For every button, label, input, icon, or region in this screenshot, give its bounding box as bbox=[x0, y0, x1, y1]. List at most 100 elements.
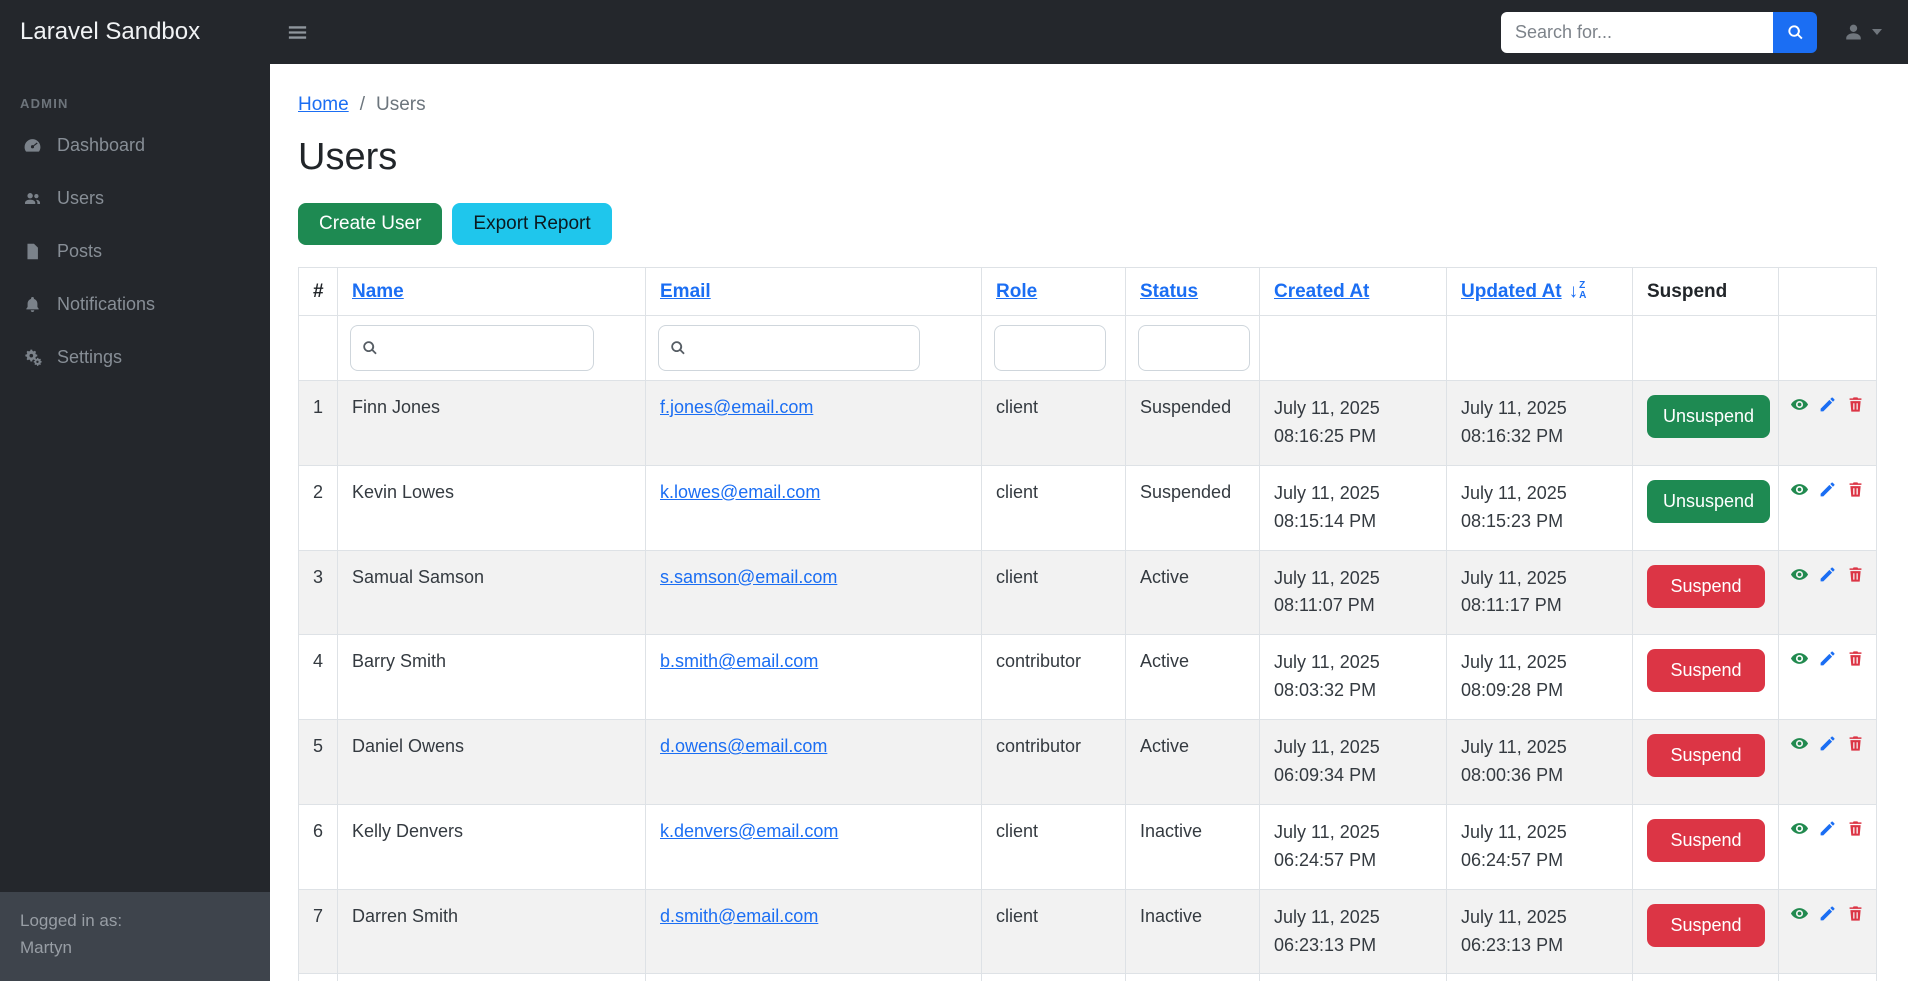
created-date: July 11, 2025 bbox=[1274, 482, 1380, 503]
cell-suspend: Unsuspend bbox=[1632, 464, 1779, 551]
email-filter-input[interactable] bbox=[658, 325, 920, 371]
suspend-button[interactable]: Suspend bbox=[1647, 734, 1765, 778]
edit-icon[interactable] bbox=[1818, 480, 1837, 499]
email-link[interactable]: b.smith@email.com bbox=[660, 651, 819, 672]
suspend-button[interactable]: Suspend bbox=[1647, 649, 1765, 693]
search-icon bbox=[361, 339, 379, 357]
sidebar-item-label: Settings bbox=[57, 347, 123, 367]
sidebar-item-users[interactable]: Users bbox=[0, 172, 270, 225]
sort-link-name[interactable]: Name bbox=[352, 280, 404, 302]
sidebar-item-settings[interactable]: Settings bbox=[0, 331, 270, 384]
view-icon[interactable] bbox=[1790, 395, 1809, 414]
create-user-button[interactable]: Create User bbox=[298, 203, 443, 245]
cell-name: Darren Smith bbox=[337, 888, 646, 975]
view-icon[interactable] bbox=[1790, 819, 1809, 838]
delete-icon[interactable] bbox=[1846, 734, 1865, 753]
edit-icon[interactable] bbox=[1818, 904, 1837, 923]
updated-time: 08:09:28 PM bbox=[1461, 680, 1564, 701]
hamburger-icon bbox=[286, 21, 309, 44]
name-filter-input[interactable] bbox=[350, 325, 594, 371]
cell-role: client bbox=[981, 803, 1126, 890]
topbar bbox=[270, 0, 1908, 64]
status-filter-input[interactable] bbox=[1138, 325, 1250, 371]
edit-icon[interactable] bbox=[1818, 395, 1837, 414]
cell-suspend: Suspend bbox=[1632, 634, 1779, 721]
delete-icon[interactable] bbox=[1846, 649, 1865, 668]
updated-date: July 11, 2025 bbox=[1461, 737, 1567, 758]
table-filter-row bbox=[298, 315, 1877, 381]
role-filter-input[interactable] bbox=[994, 325, 1106, 371]
delete-icon[interactable] bbox=[1846, 904, 1865, 923]
filter-cell-name bbox=[337, 315, 646, 381]
row-actions bbox=[1790, 480, 1865, 499]
view-icon[interactable] bbox=[1790, 734, 1809, 753]
cell-status: Active bbox=[1125, 549, 1260, 636]
name-filter bbox=[350, 325, 594, 371]
cell-name: Daniel Owens bbox=[337, 719, 646, 805]
table-header-row: # Name Email Role Status Created At Updated At… bbox=[298, 267, 1877, 316]
view-icon[interactable] bbox=[1790, 649, 1809, 668]
edit-icon[interactable] bbox=[1818, 819, 1837, 838]
email-link[interactable]: d.owens@email.com bbox=[660, 736, 828, 757]
user-menu[interactable] bbox=[1843, 22, 1882, 43]
brand-link[interactable]: Laravel Sandbox bbox=[20, 18, 201, 45]
export-report-button[interactable]: Export Report bbox=[452, 203, 612, 245]
email-link[interactable]: k.lowes@email.com bbox=[660, 481, 821, 502]
sort-link-created_at[interactable]: Created At bbox=[1274, 280, 1370, 302]
sort-link-updated_at[interactable]: Updated At bbox=[1461, 280, 1562, 302]
email-link[interactable]: d.smith@email.com bbox=[660, 905, 819, 926]
email-link[interactable]: f.jones@email.com bbox=[660, 397, 814, 417]
updated-time: 06:23:13 PM bbox=[1461, 934, 1564, 955]
suspend-button[interactable]: Suspend bbox=[1647, 903, 1765, 947]
delete-icon[interactable] bbox=[1846, 480, 1865, 499]
view-icon[interactable] bbox=[1790, 904, 1809, 923]
breadcrumb-home-link[interactable]: Home bbox=[298, 94, 349, 115]
unsuspend-button[interactable]: Unsuspend bbox=[1647, 395, 1771, 438]
view-icon[interactable] bbox=[1790, 480, 1809, 499]
sidebar-item-posts[interactable]: Posts bbox=[0, 225, 270, 278]
cell-created-at: July 11, 2025 08:11:07 PM bbox=[1259, 549, 1447, 636]
filter-cell-email bbox=[645, 315, 982, 381]
view-icon[interactable] bbox=[1790, 565, 1809, 584]
search-icon bbox=[1786, 23, 1805, 42]
email-link[interactable]: s.samson@email.com bbox=[660, 566, 838, 587]
sidebar-item-label: Users bbox=[57, 188, 105, 208]
sort-link-email[interactable]: Email bbox=[660, 280, 711, 302]
created-time: 06:09:34 PM bbox=[1274, 765, 1377, 786]
sidebar-item-dashboard[interactable]: Dashboard bbox=[0, 119, 270, 172]
sidebar: Laravel Sandbox ADMIN Dashboard Users Post… bbox=[0, 0, 270, 981]
delete-icon[interactable] bbox=[1846, 565, 1865, 584]
edit-icon[interactable] bbox=[1818, 734, 1837, 753]
search-input[interactable] bbox=[1501, 11, 1773, 53]
users-table: # Name Email Role Status Created At Updated At… bbox=[298, 267, 1877, 981]
email-link[interactable]: k.denvers@email.com bbox=[660, 820, 839, 841]
search-button[interactable] bbox=[1773, 11, 1817, 53]
delete-icon[interactable] bbox=[1846, 395, 1865, 414]
row-actions bbox=[1790, 904, 1865, 923]
edit-icon[interactable] bbox=[1818, 565, 1837, 584]
updated-date: July 11, 2025 bbox=[1461, 652, 1567, 673]
suspend-button[interactable]: Suspend bbox=[1647, 564, 1765, 608]
cell-suspend: Suspend bbox=[1632, 888, 1779, 975]
unsuspend-button[interactable]: Unsuspend bbox=[1647, 479, 1771, 523]
cell-name: Finn Jones bbox=[337, 380, 646, 466]
sort-link-role[interactable]: Role bbox=[996, 280, 1038, 302]
menu-toggle-button[interactable] bbox=[286, 21, 309, 44]
row-actions bbox=[1790, 819, 1865, 838]
cell-name: Samual Samson bbox=[337, 549, 646, 636]
cell-actions bbox=[1778, 973, 1877, 981]
column-header-created_at: Created At bbox=[1259, 267, 1447, 316]
delete-icon[interactable] bbox=[1846, 819, 1865, 838]
page-title: Users bbox=[298, 136, 398, 178]
cell-name: Samantha Jones bbox=[337, 973, 646, 981]
cell-role: contributor bbox=[981, 634, 1126, 721]
created-time: 06:23:13 PM bbox=[1274, 934, 1377, 955]
suspend-button[interactable]: Suspend bbox=[1647, 818, 1765, 862]
logged-in-label: Logged in as: bbox=[20, 910, 123, 930]
edit-icon[interactable] bbox=[1818, 649, 1837, 668]
updated-date: July 11, 2025 bbox=[1461, 482, 1567, 503]
cell-updated-at: July 11, 2025 08:15:23 PM bbox=[1446, 464, 1633, 551]
sidebar-item-notifications[interactable]: Notifications bbox=[0, 278, 270, 331]
sort-link-status[interactable]: Status bbox=[1140, 280, 1199, 302]
